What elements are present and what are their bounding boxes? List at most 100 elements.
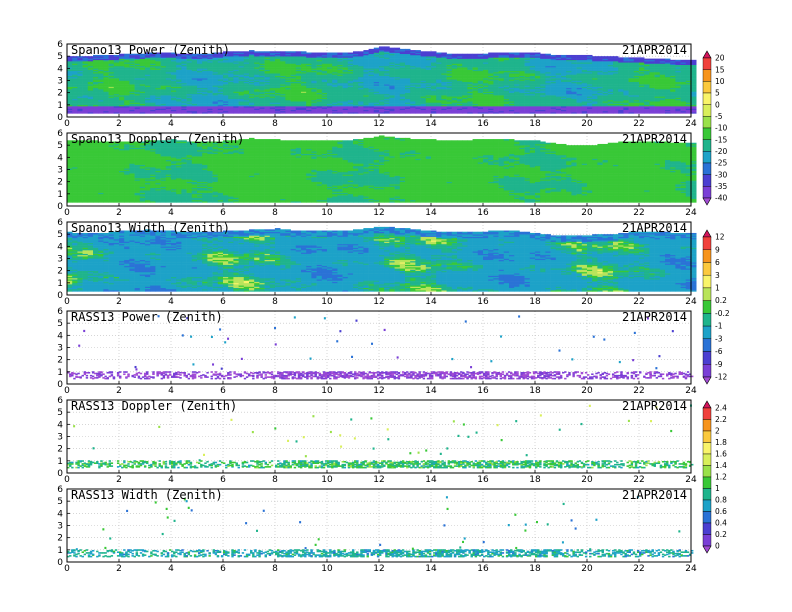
cell xyxy=(306,52,312,55)
cell xyxy=(160,90,167,92)
cell xyxy=(212,65,219,68)
cell xyxy=(82,97,89,100)
cell xyxy=(197,90,203,92)
cell xyxy=(228,112,234,114)
cell xyxy=(108,65,115,68)
cell xyxy=(181,54,187,57)
cell xyxy=(191,102,198,104)
cell xyxy=(67,67,73,69)
cell xyxy=(160,65,167,68)
cell xyxy=(82,87,89,90)
cell xyxy=(238,52,245,55)
cell xyxy=(353,51,359,53)
cell xyxy=(82,101,89,103)
cell xyxy=(202,80,208,83)
cell xyxy=(134,61,141,63)
cell xyxy=(243,87,250,90)
cell xyxy=(119,56,125,58)
cell xyxy=(108,103,115,106)
cell xyxy=(160,95,167,97)
cell xyxy=(145,102,151,104)
cell xyxy=(87,112,94,114)
cell xyxy=(108,57,115,59)
cell xyxy=(77,99,83,102)
cell xyxy=(160,82,167,85)
cell xyxy=(124,73,130,75)
cell xyxy=(197,80,203,83)
cell xyxy=(197,68,203,70)
cell xyxy=(82,85,89,87)
cell xyxy=(93,69,99,72)
cell xyxy=(238,101,245,103)
cell xyxy=(103,73,109,75)
cell xyxy=(233,81,239,84)
cell xyxy=(129,95,135,97)
cell xyxy=(217,90,224,92)
cell xyxy=(129,71,135,74)
cell xyxy=(254,96,260,98)
cell xyxy=(197,74,203,76)
cell xyxy=(67,106,73,108)
cell xyxy=(155,102,161,104)
cell xyxy=(249,71,255,74)
cell xyxy=(165,110,172,113)
cell xyxy=(134,73,141,75)
cell xyxy=(228,85,234,87)
cell xyxy=(441,52,447,55)
cell xyxy=(165,109,172,112)
cell xyxy=(139,63,146,65)
cell xyxy=(368,48,375,51)
cell xyxy=(233,96,239,98)
cell xyxy=(77,63,83,65)
cell xyxy=(150,70,156,73)
cell xyxy=(254,93,260,96)
cell xyxy=(98,78,104,80)
cell xyxy=(181,56,187,58)
cell xyxy=(207,73,213,75)
cell xyxy=(238,68,245,70)
cell xyxy=(155,107,161,109)
cell xyxy=(72,84,78,86)
cell xyxy=(202,107,208,109)
cell xyxy=(98,58,104,61)
cell xyxy=(67,61,73,63)
cell xyxy=(212,61,219,63)
cell xyxy=(207,67,213,69)
cell xyxy=(155,53,161,56)
cell xyxy=(67,58,73,61)
cell xyxy=(181,96,187,98)
cell xyxy=(254,65,260,68)
cell xyxy=(67,69,73,72)
cell xyxy=(197,63,203,65)
cell xyxy=(165,63,172,65)
cell xyxy=(171,96,177,98)
cell xyxy=(103,87,109,90)
cell xyxy=(425,51,432,53)
cell xyxy=(160,99,167,102)
cell xyxy=(202,98,208,101)
cell xyxy=(160,63,167,65)
cell xyxy=(103,84,109,86)
cell xyxy=(171,57,177,59)
cell xyxy=(524,52,531,55)
cell xyxy=(108,64,115,67)
cell xyxy=(176,53,182,56)
cell xyxy=(155,58,161,61)
cell xyxy=(238,74,245,76)
cell xyxy=(171,73,177,75)
cell xyxy=(181,53,187,56)
cell xyxy=(139,73,146,75)
cell xyxy=(155,63,161,65)
cell xyxy=(77,79,83,81)
cell xyxy=(82,67,89,69)
cell xyxy=(191,73,198,75)
cell xyxy=(233,91,239,93)
cell xyxy=(217,52,224,55)
cell xyxy=(72,71,78,74)
cell xyxy=(155,104,161,107)
cell xyxy=(254,109,260,112)
cell xyxy=(176,67,182,69)
cell xyxy=(145,98,151,101)
cell xyxy=(77,64,83,67)
cell xyxy=(134,54,141,57)
